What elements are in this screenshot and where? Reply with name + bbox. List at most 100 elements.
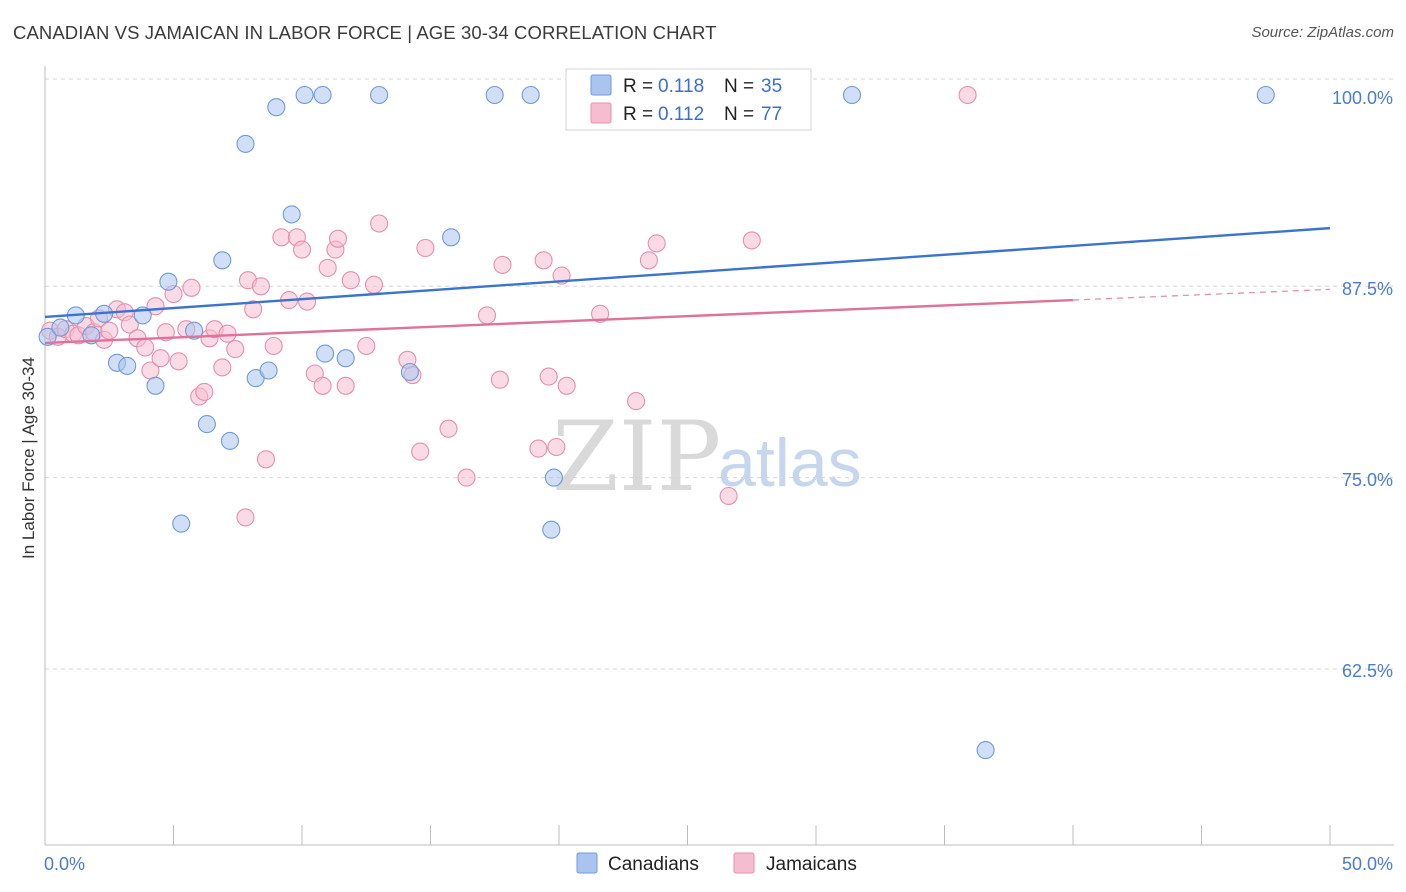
canadian-point-17 [259, 361, 278, 380]
y-tick-labels: 62.5% 75.0% 87.5% 100.0% [1332, 88, 1393, 681]
canadian-point-23 [336, 349, 355, 368]
jamaican-point-68 [639, 251, 658, 270]
x-tick-label-0: 0.0% [44, 854, 85, 874]
jamaican-point-67 [627, 392, 646, 411]
watermark: ZIP atlas [552, 401, 862, 513]
jamaican-point-27 [213, 358, 232, 377]
canadian-point-11 [185, 321, 204, 340]
source-label: Source: ZipAtlas.com [1251, 24, 1394, 41]
canadian-point-8 [146, 376, 165, 395]
jamaican-point-48 [357, 336, 376, 356]
legend-jamaicans-n-label: N = [724, 104, 754, 125]
jamaican-point-40 [298, 292, 317, 311]
axes [44, 66, 1394, 846]
jamaican-point-20 [169, 352, 188, 371]
jamaican-point-36 [272, 228, 291, 247]
canadian-point-0 [38, 327, 57, 346]
canadian-point-27 [485, 85, 504, 105]
canadian-point-24 [370, 85, 389, 105]
jamaican-point-55 [439, 419, 458, 438]
canadian-point-28 [521, 85, 540, 105]
canadian-point-15 [236, 134, 255, 153]
watermark-zip: ZIP [552, 401, 721, 513]
jamaican-point-70 [719, 486, 738, 506]
jamaican-point-58 [490, 370, 509, 389]
jamaican-point-50 [370, 214, 389, 233]
canadian-point-20 [295, 85, 314, 105]
legend-jamaicans-r-label: R = [623, 104, 653, 125]
legend-canadians-swatch [590, 74, 612, 96]
y-tick-label-3: 100.0% [1332, 88, 1393, 108]
jamaican-point-43 [318, 258, 337, 277]
legend-canadians-n-value: 35 [761, 76, 782, 97]
jamaican-point-60 [529, 439, 548, 458]
jamaican-point-56 [457, 468, 476, 487]
canadian-point-1 [51, 318, 70, 337]
canadian-point-25 [400, 362, 419, 382]
legend-canadians-n-label: N = [724, 76, 754, 97]
jamaican-point-14 [136, 338, 155, 357]
series-legend: Canadians Jamaicans [576, 852, 857, 875]
jamaican-point-65 [557, 376, 576, 395]
y-axis-title: In Labor Force | Age 30-34 [19, 357, 38, 559]
canadian-point-10 [172, 514, 191, 533]
jamaican-point-66 [591, 304, 610, 323]
x-tick-label-1: 50.0% [1342, 854, 1393, 874]
jamaican-point-53 [411, 442, 430, 461]
jamaican-point-30 [236, 508, 255, 527]
jamaican-point-24 [195, 382, 214, 401]
canadian-point-34 [1256, 85, 1275, 105]
jamaican-point-46 [336, 376, 355, 395]
series-legend-jamaicans-label: Jamaicans [766, 854, 857, 875]
trend-lines [44, 226, 1331, 345]
canadian-point-14 [220, 431, 240, 450]
chart-title: CANADIAN VS JAMAICAN IN LABOR FORCE | AG… [13, 22, 717, 43]
canadian-point-19 [282, 205, 301, 224]
jamaican-point-62 [539, 367, 558, 386]
jamaican-point-17 [151, 349, 170, 368]
jamaican-point-32 [244, 300, 263, 319]
jamaican-point-12 [120, 315, 139, 334]
jamaican-point-34 [256, 450, 276, 469]
jamaican-point-47 [341, 271, 360, 290]
y-tick-label-2: 87.5% [1342, 279, 1393, 299]
canadian-point-9 [159, 272, 178, 291]
canadian-point-22 [316, 344, 335, 363]
y-tick-label-1: 75.0% [1342, 470, 1393, 490]
legend-canadians-r-label: R = [623, 76, 653, 97]
jamaican-point-71 [742, 231, 761, 250]
canadian-point-12 [197, 415, 216, 434]
jamaican-point-54 [416, 238, 435, 258]
legend-jamaicans-swatch [590, 102, 612, 124]
gridlines [45, 78, 1394, 670]
canadian-point-6 [118, 356, 137, 375]
jamaican-point-29 [226, 340, 245, 359]
jamaican-point-33 [251, 277, 270, 296]
canadian-point-18 [267, 98, 286, 117]
legend-jamaicans-n-value: 77 [761, 104, 782, 125]
jamaican-point-28 [218, 324, 237, 343]
jamaican-point-49 [364, 275, 384, 294]
jamaicans-trend-line [44, 298, 1074, 345]
jamaican-point-22 [182, 278, 201, 297]
series-legend-canadians-swatch [576, 852, 598, 874]
jamaicans-trend-line-extension [1072, 288, 1331, 301]
canadian-point-32 [842, 85, 862, 105]
jamaican-point-42 [313, 376, 332, 395]
jamaican-point-59 [493, 255, 512, 274]
correlation-legend: R = 0.118 N = 35 R = 0.112 N = 77 [565, 68, 812, 131]
jamaican-point-63 [547, 437, 566, 457]
watermark-atlas: atlas [718, 425, 862, 501]
canadian-point-3 [82, 326, 101, 345]
jamaican-point-39 [292, 240, 312, 259]
jamaican-point-57 [477, 306, 497, 325]
jamaican-point-9 [100, 321, 119, 340]
series-legend-jamaicans-swatch [733, 852, 755, 874]
jamaican-point-61 [534, 251, 553, 270]
legend-canadians-r-value: 0.118 [658, 76, 704, 97]
jamaican-point-35 [264, 336, 283, 356]
canadian-point-33 [976, 741, 995, 760]
canadians-points [38, 85, 1275, 760]
legend-jamaicans-r-value: 0.112 [658, 104, 704, 125]
canadian-point-30 [544, 468, 563, 487]
